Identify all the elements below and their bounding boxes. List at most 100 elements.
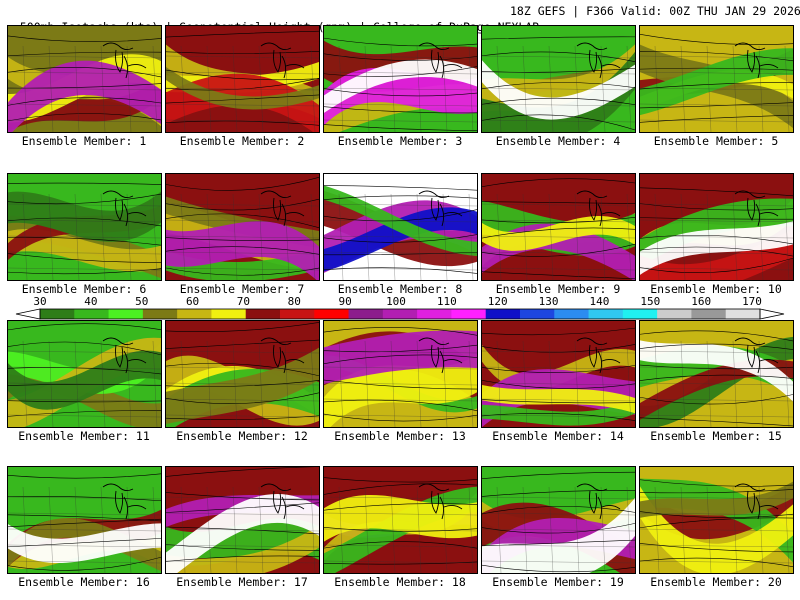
ensemble-member-label: Ensemble Member: 3 [337, 134, 463, 148]
height-contour [482, 413, 635, 421]
height-contour [640, 67, 793, 71]
ensemble-map-8 [323, 173, 478, 281]
isotach-map [8, 26, 161, 132]
ensemble-member-label: Ensemble Member: 14 [492, 429, 624, 443]
isotach-band [640, 69, 793, 111]
height-contour [324, 251, 477, 256]
state-boundaries [640, 340, 793, 427]
height-contour [8, 495, 161, 502]
isotach-map [640, 26, 793, 132]
great-lakes-outline [418, 190, 463, 227]
ensemble-member-label: Ensemble Member: 7 [179, 282, 305, 296]
height-contour [640, 394, 793, 405]
colorbar-segment [588, 309, 624, 319]
height-contour [324, 399, 477, 411]
state-boundaries [8, 193, 161, 280]
height-contour [8, 400, 161, 403]
great-lakes-outline [734, 42, 779, 79]
colorbar-segment [108, 309, 144, 319]
colorbar-segment [177, 309, 212, 319]
height-contour [324, 195, 477, 200]
ensemble-map-1 [7, 25, 162, 133]
height-contour [8, 236, 161, 246]
colorbar-tick: 160 [691, 295, 712, 308]
ensemble-map-13 [323, 320, 478, 428]
height-contour [324, 327, 477, 336]
height-contour [166, 467, 316, 477]
height-contour [166, 555, 319, 562]
height-contour [324, 503, 477, 511]
height-contour [166, 392, 319, 404]
height-contour [324, 37, 477, 47]
isotach-band [640, 481, 793, 519]
colorbar-segment [74, 309, 110, 319]
height-contour [640, 343, 793, 350]
ensemble-member-label: Ensemble Member: 19 [492, 575, 624, 589]
great-lakes-outline [576, 337, 621, 374]
height-contour [640, 82, 793, 90]
height-contour [324, 234, 477, 243]
colorbar-segment [417, 309, 452, 319]
height-contour [640, 187, 793, 197]
colorbar-tick: 140 [589, 295, 610, 308]
ensemble-map-16 [7, 466, 162, 574]
great-lakes-outline [418, 42, 463, 79]
isotach-band [482, 497, 635, 573]
ensemble-member-label: Ensemble Member: 4 [495, 134, 621, 148]
ensemble-map-14 [481, 320, 636, 428]
ensemble-member-label: Ensemble Member: 2 [179, 134, 305, 148]
great-lakes-outline [576, 42, 621, 79]
colorbar-tick: 80 [287, 295, 301, 308]
colorbar-tick: 30 [33, 295, 47, 308]
ensemble-member-label: Ensemble Member: 15 [650, 429, 782, 443]
state-boundaries [324, 45, 477, 132]
isotach-band [482, 384, 635, 414]
height-contour [640, 115, 793, 123]
height-contour [640, 257, 793, 274]
height-contour [640, 330, 793, 342]
ensemble-map-17 [165, 466, 320, 574]
great-lakes-outline [734, 337, 779, 374]
height-contour [324, 526, 477, 532]
isotach-band [166, 524, 319, 573]
height-contour [8, 35, 161, 42]
isotach-band [166, 221, 319, 280]
ensemble-member-label: Ensemble Member: 8 [337, 282, 463, 296]
isotach-band [482, 399, 635, 426]
height-contour [640, 417, 793, 427]
colorbar: 30 40 50 60 70 80 90 100 110 120 130 140 150 160 170 [0, 295, 800, 321]
height-contour [324, 483, 477, 495]
height-contour [324, 185, 477, 191]
colorbar-tick: 40 [84, 295, 98, 308]
colorbar-tick: 90 [338, 295, 352, 308]
state-boundaries [8, 340, 161, 427]
height-contour [482, 201, 635, 204]
height-contour [324, 477, 477, 483]
colorbar-segment [520, 309, 555, 319]
height-contour [166, 51, 319, 54]
isotach-band [8, 60, 161, 132]
height-contour [166, 69, 319, 81]
isotach-band [324, 59, 477, 114]
colorbar-segment [245, 309, 281, 319]
ensemble-member-label: Ensemble Member: 12 [176, 429, 308, 443]
height-contour [482, 271, 635, 280]
ensemble-member-label: Ensemble Member: 20 [650, 575, 782, 589]
isotach-map [166, 174, 319, 280]
isotach-map [166, 26, 319, 132]
great-lakes-outline [260, 483, 305, 520]
state-boundaries [166, 486, 319, 573]
state-boundaries [482, 486, 635, 573]
colorbar-segment [622, 309, 658, 319]
state-boundaries [166, 193, 319, 280]
great-lakes-outline [734, 190, 779, 227]
isotach-band [166, 250, 319, 280]
colorbar-tick: 50 [135, 295, 149, 308]
height-contour [482, 36, 635, 40]
height-contour [482, 489, 635, 497]
colorbar-segment [554, 309, 590, 319]
ensemble-map-10 [639, 173, 794, 281]
colorbar-segment [382, 309, 418, 319]
isotach-band [482, 216, 635, 251]
state-boundaries [166, 340, 319, 427]
